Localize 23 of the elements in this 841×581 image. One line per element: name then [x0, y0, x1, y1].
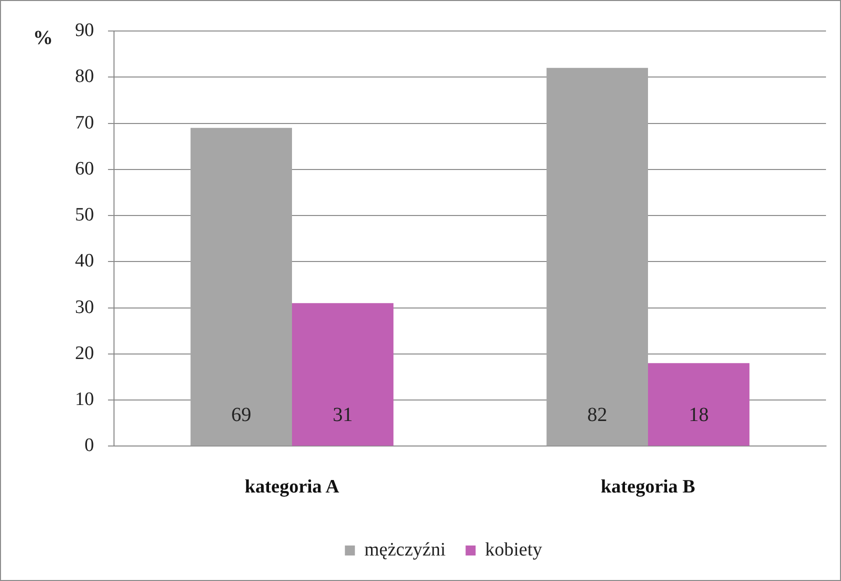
y-axis-title: %	[33, 27, 53, 50]
y-tick-label: 10	[75, 389, 94, 410]
y-tick-label: 40	[75, 250, 94, 272]
data-label: 69	[231, 404, 252, 426]
y-tick-label: 20	[75, 342, 94, 364]
data-label: 31	[332, 404, 353, 426]
y-tick-label: 50	[75, 204, 94, 226]
x-tick-label: kategoria B	[600, 476, 696, 498]
bar	[546, 68, 648, 446]
data-label: 18	[688, 404, 709, 426]
y-tick-label: 30	[75, 296, 94, 318]
bar	[190, 128, 292, 446]
legend-label: kobiety	[485, 539, 543, 560]
y-tick-label: 90	[75, 20, 94, 41]
y-tick-label: 0	[84, 435, 94, 456]
legend-label: mężczyźni	[364, 539, 446, 560]
x-tick-label: kategoria A	[244, 476, 340, 498]
y-tick-label: 80	[75, 66, 94, 88]
y-tick-label: 60	[75, 158, 94, 180]
y-tick-label: 70	[75, 112, 94, 134]
bar	[292, 303, 394, 446]
data-label: 82	[587, 404, 608, 426]
bar	[648, 363, 750, 446]
